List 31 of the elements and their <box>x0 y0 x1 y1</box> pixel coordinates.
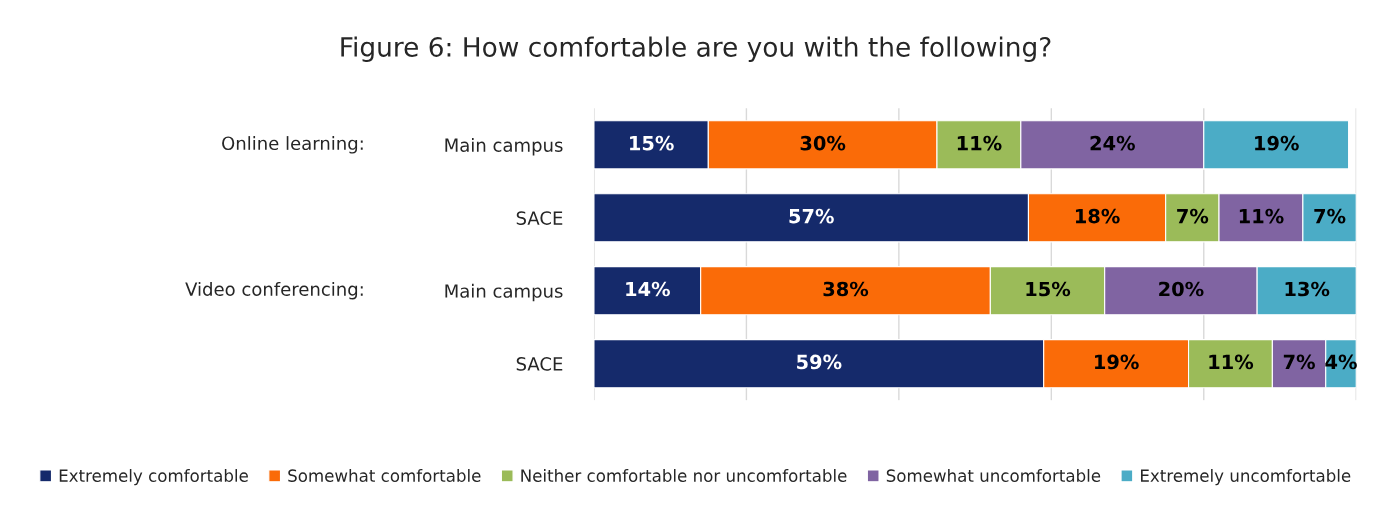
data-label: 11% <box>957 135 1002 151</box>
data-label: 18% <box>1075 208 1120 224</box>
text: Video conferencing: <box>185 281 363 300</box>
legend-label: Extremely comfortable <box>59 469 248 486</box>
y-tick-label: Main campus <box>445 283 563 302</box>
data-label: 7% <box>1283 354 1315 370</box>
data-label: 15% <box>1026 281 1071 297</box>
data-label: 24% <box>1090 135 1135 151</box>
legend-label: Somewhat uncomfortable <box>886 469 1101 482</box>
y-tick-label: SACE <box>516 357 563 371</box>
legend-label: Somewhat comfortable <box>288 469 481 482</box>
data-label: 57% <box>789 208 834 224</box>
legend-label: Neither comfortable nor uncomfortable <box>521 469 847 482</box>
data-label: 11% <box>1239 208 1284 224</box>
data-label: 11% <box>1209 354 1254 370</box>
y-tick-label: Main campus <box>445 137 563 156</box>
data-label: 20% <box>1159 281 1204 297</box>
data-label: 14% <box>626 281 670 297</box>
chart-title: Figure 6: How comfortable are you with the following? <box>341 36 1051 63</box>
data-label: 19% <box>1255 135 1299 151</box>
data-label: 59% <box>797 354 842 370</box>
y-tick-label: SACE <box>516 211 563 225</box>
data-label: 13% <box>1285 281 1330 297</box>
data-label: 38% <box>823 281 869 297</box>
data-label: 15% <box>630 135 674 151</box>
text: Online learning: <box>222 136 363 154</box>
data-label: 7% <box>1177 208 1209 224</box>
data-label: 7% <box>1314 208 1346 224</box>
legend-label: Extremely uncomfortable <box>1141 469 1351 486</box>
data-label: 19% <box>1095 354 1139 370</box>
data-label: 30% <box>800 135 846 151</box>
